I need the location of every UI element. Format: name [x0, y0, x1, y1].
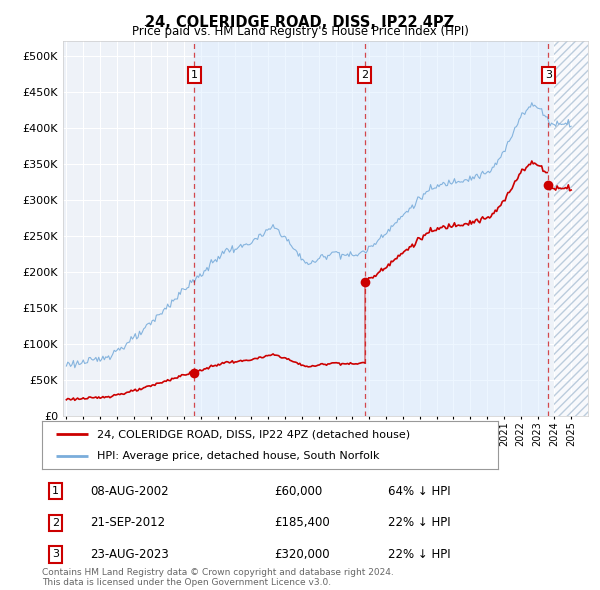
Bar [554, 41, 596, 416]
Text: 3: 3 [52, 549, 59, 559]
Text: 21-SEP-2012: 21-SEP-2012 [91, 516, 166, 529]
Bar [194, 41, 548, 416]
Text: 3: 3 [545, 70, 552, 80]
Text: £60,000: £60,000 [274, 484, 322, 497]
Text: 22% ↓ HPI: 22% ↓ HPI [388, 548, 450, 561]
Text: 1: 1 [191, 70, 198, 80]
Text: Price paid vs. HM Land Registry's House Price Index (HPI): Price paid vs. HM Land Registry's House … [131, 25, 469, 38]
Text: 22% ↓ HPI: 22% ↓ HPI [388, 516, 450, 529]
Bar [554, 41, 596, 416]
Text: HPI: Average price, detached house, South Norfolk: HPI: Average price, detached house, Sout… [97, 451, 379, 461]
Text: 24, COLERIDGE ROAD, DISS, IP22 4PZ: 24, COLERIDGE ROAD, DISS, IP22 4PZ [145, 15, 455, 30]
Text: 2: 2 [52, 518, 59, 527]
Text: 1: 1 [52, 486, 59, 496]
Text: 24, COLERIDGE ROAD, DISS, IP22 4PZ (detached house): 24, COLERIDGE ROAD, DISS, IP22 4PZ (deta… [97, 429, 410, 439]
Text: 64% ↓ HPI: 64% ↓ HPI [388, 484, 450, 497]
Text: 08-AUG-2002: 08-AUG-2002 [91, 484, 169, 497]
Text: 2: 2 [361, 70, 368, 80]
Text: Contains HM Land Registry data © Crown copyright and database right 2024.
This d: Contains HM Land Registry data © Crown c… [42, 568, 394, 587]
Text: £320,000: £320,000 [274, 548, 330, 561]
Text: 23-AUG-2023: 23-AUG-2023 [91, 548, 169, 561]
Text: £185,400: £185,400 [274, 516, 330, 529]
